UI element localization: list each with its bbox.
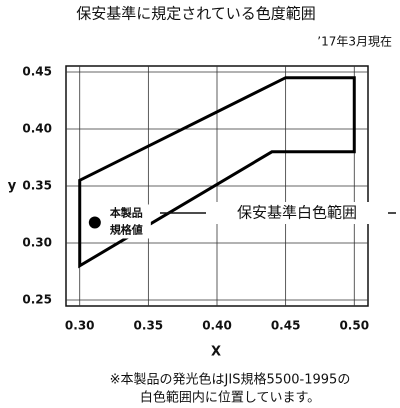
label-background (106, 204, 151, 239)
x-tick-label: 0.40 (202, 319, 232, 333)
y-tick-label: 0.45 (22, 65, 52, 79)
y-tick-label: 0.30 (22, 236, 52, 250)
x-tick-label: 0.30 (65, 319, 95, 333)
y-tick-label: 0.40 (22, 122, 52, 136)
y-tick-label: 0.25 (22, 293, 52, 307)
point-label: 本製品 (110, 205, 143, 219)
x-tick-label: 0.45 (271, 319, 301, 333)
footnote: ※本製品の発光色はJIS規格5500-1995の (110, 372, 351, 388)
point-label: 規格値 (110, 222, 143, 236)
x-tick-label: 0.50 (339, 319, 369, 333)
region-outline (78, 76, 356, 269)
chart-subtitle: ’17年3月現在 (317, 35, 392, 49)
x-tick-label: 0.35 (134, 319, 164, 333)
y-axis-label: y (8, 179, 17, 194)
footnote: 白色範囲内に位置しています。 (140, 390, 320, 406)
point (88, 216, 101, 229)
y-tick-label: 0.35 (22, 179, 52, 193)
x-axis-label: X (211, 345, 221, 360)
label-background (206, 202, 388, 224)
region-label: 保安基準白色範囲 (237, 204, 357, 222)
chart-title: 保安基準に規定されている色度範囲 (76, 5, 316, 23)
